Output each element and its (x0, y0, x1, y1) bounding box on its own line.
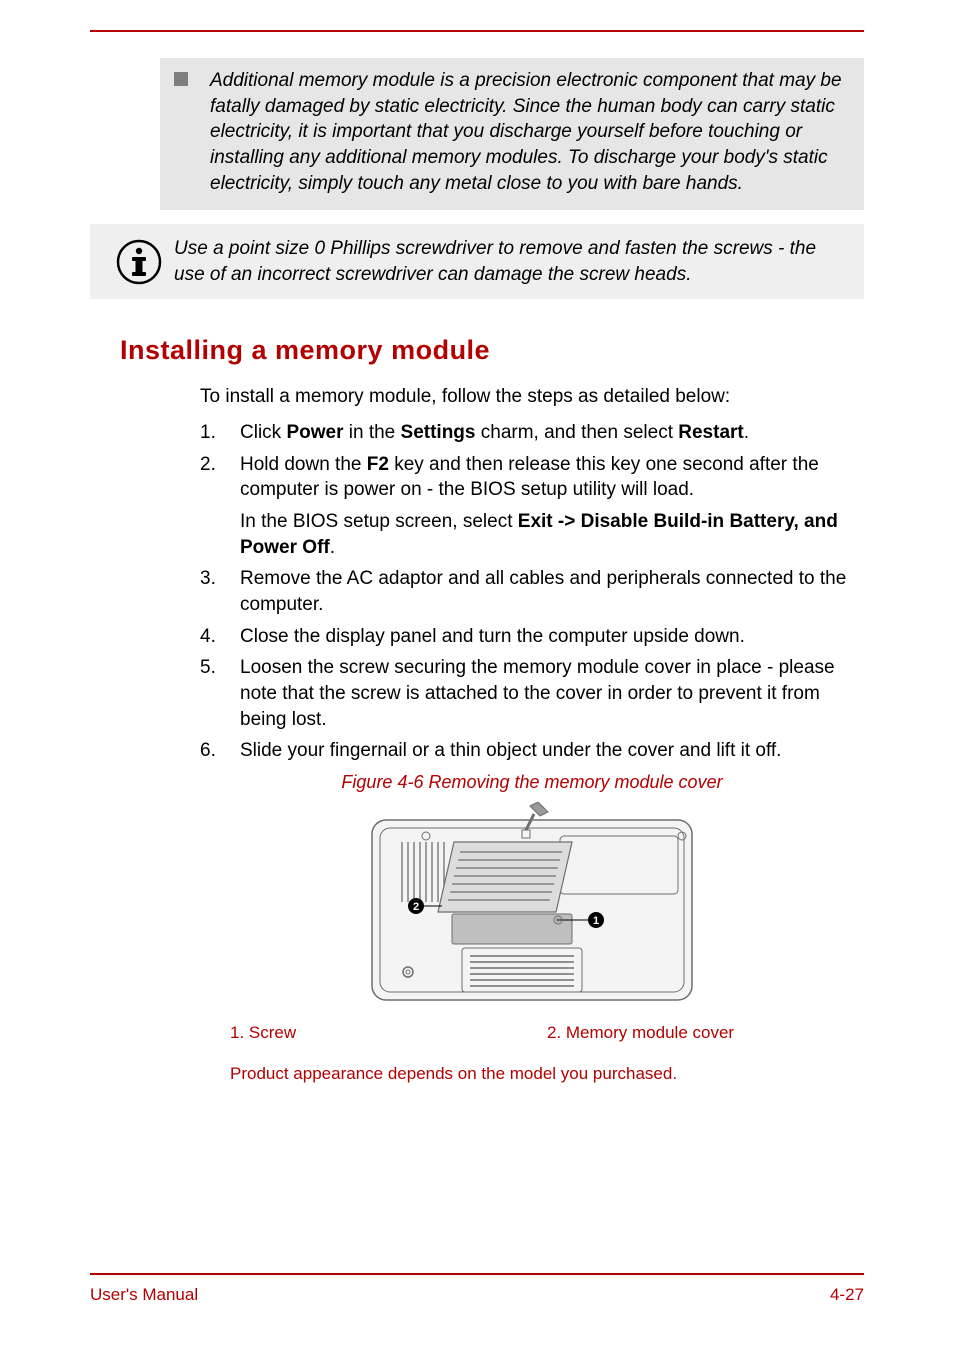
legend-item-2: 2. Memory module cover (547, 1022, 864, 1045)
page-root: Additional memory module is a precision … (0, 0, 954, 1345)
info-icon-column (104, 239, 174, 285)
screwdriver-note-callout: Use a point size 0 Phillips screwdriver … (90, 224, 864, 299)
static-warning-text: Additional memory module is a precision … (210, 68, 850, 196)
step-body: Remove the AC adaptor and all cables and… (240, 566, 864, 617)
step-item: Hold down the F2 key and then release th… (200, 452, 864, 561)
step-item: Close the display panel and turn the com… (200, 624, 864, 650)
figure-callout-2: 2 (413, 901, 419, 913)
body-block: To install a memory module, follow the s… (200, 384, 864, 1086)
static-warning-callout: Additional memory module is a precision … (160, 58, 864, 210)
step-item: Loosen the screw securing the memory mod… (200, 655, 864, 732)
section-heading: Installing a memory module (120, 335, 864, 366)
step-body: Loosen the screw securing the memory mod… (240, 655, 864, 732)
page-footer: User's Manual 4-27 (90, 1273, 864, 1305)
footer-left: User's Manual (90, 1285, 198, 1305)
screwdriver-note-text: Use a point size 0 Phillips screwdriver … (174, 236, 850, 287)
footer-rule (90, 1273, 864, 1275)
step-body: Slide your fingernail or a thin object u… (240, 738, 864, 764)
memory-cover-figure: 1 2 (362, 802, 702, 1012)
figure-wrap: 1 2 (200, 802, 864, 1012)
steps-list: Click Power in the Settings charm, and t… (200, 420, 864, 764)
step-body: Click Power in the Settings charm, and t… (240, 420, 864, 446)
step-item: Remove the AC adaptor and all cables and… (200, 566, 864, 617)
product-appearance-disclaimer: Product appearance depends on the model … (230, 1063, 864, 1086)
step-sub-paragraph: In the BIOS setup screen, select Exit ->… (240, 509, 864, 560)
figure-caption: Figure 4-6 Removing the memory module co… (200, 770, 864, 794)
bullet-column (174, 68, 210, 196)
figure-callout-1: 1 (593, 915, 599, 927)
footer-right: 4-27 (830, 1285, 864, 1305)
info-icon (116, 239, 162, 285)
square-bullet-icon (174, 72, 188, 86)
step-body: Hold down the F2 key and then release th… (240, 452, 864, 561)
intro-paragraph: To install a memory module, follow the s… (200, 384, 864, 410)
step-item: Slide your fingernail or a thin object u… (200, 738, 864, 764)
top-rule (90, 30, 864, 32)
step-item: Click Power in the Settings charm, and t… (200, 420, 864, 446)
figure-legend: 1. Screw 2. Memory module cover (230, 1022, 864, 1045)
legend-item-1: 1. Screw (230, 1022, 547, 1045)
step-body: Close the display panel and turn the com… (240, 624, 864, 650)
